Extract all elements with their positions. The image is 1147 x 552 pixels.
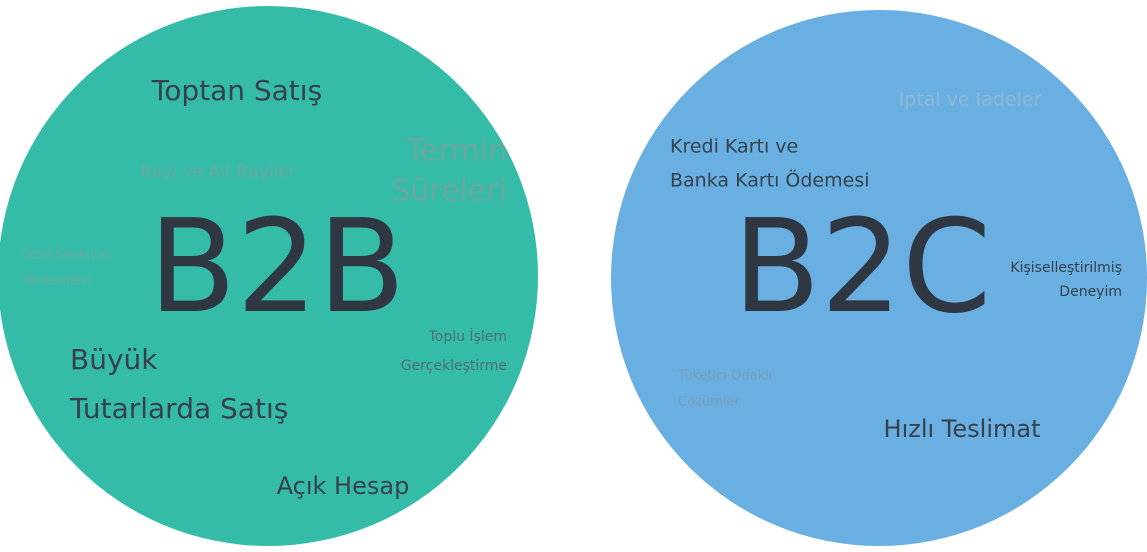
term: Deneyim [1059,284,1122,300]
term: Tutarlarda Satış [69,392,288,425]
term: Kişiselleştirilmiş [1010,260,1122,276]
term: Gerçekleştirme [401,358,507,374]
term: Özel Sevkiyat [22,246,111,263]
term: Toplu İşlem [428,327,507,345]
term: Toptan Satış [151,74,322,107]
b2b-circle [0,6,538,546]
b2c-title: B2C [733,193,992,342]
term: Kredi Kartı ve [670,136,798,158]
term: Yöntemleri [21,274,91,289]
term: Banka Kartı Ödemesi [670,169,870,192]
term: Tüketici Odaklı [677,369,772,384]
term: Bayi ve Alt Bayiler [140,162,296,182]
term: Termin [406,134,507,169]
term: Açık Hesap [277,472,410,500]
term: Çözümler [678,395,740,410]
term: Hızlı Teslimat [884,415,1041,443]
term: Süreleri [391,174,507,209]
b2b-title: B2B [148,193,405,342]
term: İptal ve İadeler [899,88,1042,111]
term: Büyük [70,343,158,376]
b2c-circle [611,10,1147,546]
